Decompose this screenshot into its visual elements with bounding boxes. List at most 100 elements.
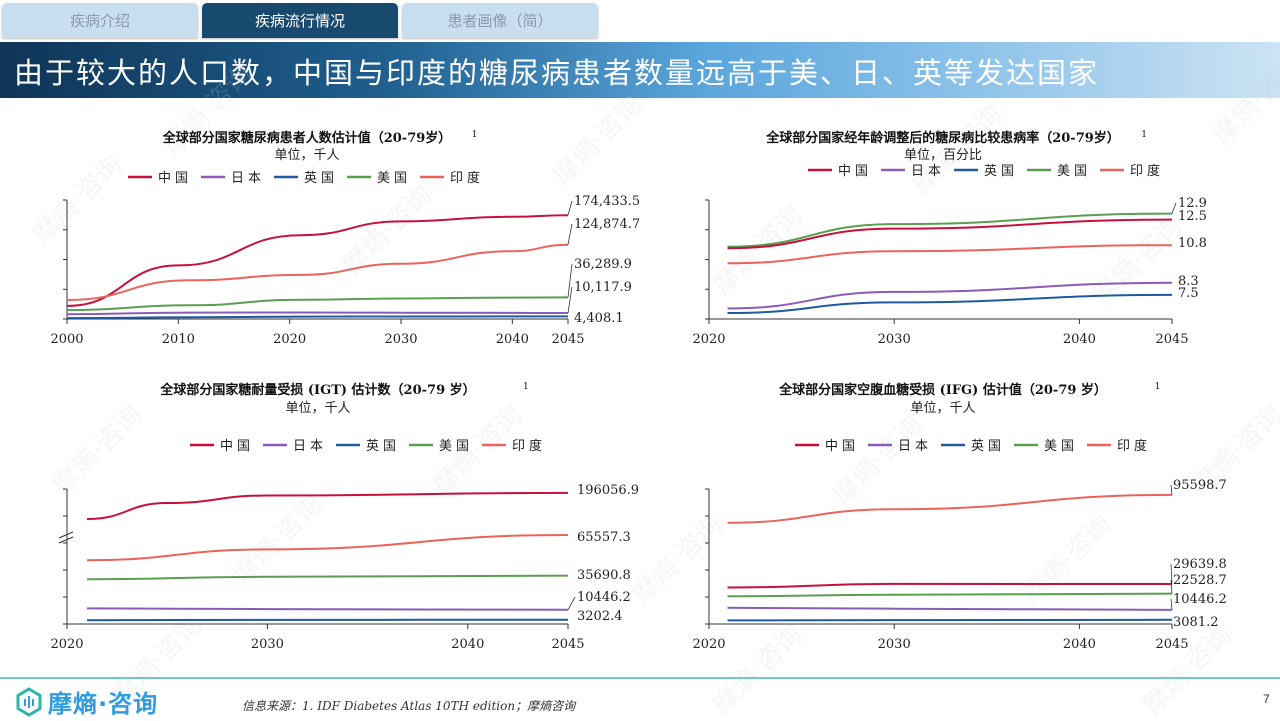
data-label: 10.8 [1178, 236, 1207, 251]
chart-title: 全球部分国家糖耐量受损 (IGT) 估计数（20-79 岁） [159, 382, 475, 398]
page-title: 由于较大的人口数，中国与印度的糖尿病患者数量远高于美、日、英等发达国家 [14, 56, 1100, 90]
series-line-中国 [727, 218, 1173, 250]
chart-title-superscript: 1 [1155, 382, 1161, 392]
x-tick-label: 2040 [1063, 637, 1096, 652]
title-banner: 由于较大的人口数，中国与印度的糖尿病患者数量远高于美、日、英等发达国家 [0, 42, 1280, 98]
series-line-中国 [86, 491, 569, 520]
legend-label: 英国 [984, 164, 1018, 179]
chart-subtitle: 单位，千人 [274, 148, 339, 163]
legend-label: 英国 [366, 439, 400, 454]
legend-label: 日本 [911, 164, 945, 179]
footer-divider [0, 677, 1280, 679]
x-tick-label: 2010 [162, 332, 195, 347]
legend-label: 美国 [1057, 164, 1091, 179]
legend-label: 美国 [1044, 439, 1078, 454]
data-label-leader [1170, 563, 1173, 585]
x-tick-label: 2045 [1155, 637, 1188, 652]
legend-label: 中国 [825, 439, 859, 454]
data-label: 7.5 [1178, 286, 1199, 301]
data-label: 3202.4 [577, 609, 623, 624]
data-label-leader [567, 223, 573, 245]
data-label: 8.3 [1178, 274, 1199, 289]
data-label: 10446.2 [1173, 592, 1227, 607]
series-line-印度 [86, 534, 569, 562]
x-tick-label: 2020 [692, 332, 725, 347]
axis-break-mark [58, 536, 74, 544]
chart-subtitle: 单位，千人 [910, 401, 975, 416]
data-label: 174,433.5 [574, 194, 640, 209]
legend-label: 印度 [1130, 163, 1164, 179]
series-line-美国 [727, 592, 1173, 598]
legend-label: 英国 [971, 439, 1005, 454]
x-tick-label: 2020 [692, 637, 725, 652]
chart-title: 全球部分国家糖尿病患者人数估计值（20-79岁） [162, 130, 452, 146]
tab-disease-intro[interactable]: 疾病介绍 [2, 3, 198, 38]
series-line-英国 [66, 315, 568, 320]
tab-disease-prevalence[interactable]: 疾病流行情况 [202, 3, 398, 38]
data-label: 4,408.1 [574, 311, 624, 326]
company-logo: 摩熵·咨询 [14, 684, 158, 719]
data-label: 10,117.9 [574, 280, 632, 295]
x-tick-label: 2000 [50, 332, 83, 347]
x-tick-label: 2030 [878, 637, 911, 652]
logo-hexagon-icon [16, 686, 42, 717]
data-label-leader [567, 596, 576, 611]
series-line-日本 [727, 606, 1173, 611]
chart-title: 全球部分国家经年龄调整后的糖尿病比较患病率（20-79岁） [765, 130, 1120, 146]
data-label: 10446.2 [577, 590, 631, 605]
page-number: 7 [1263, 692, 1270, 706]
data-label-leader [1170, 598, 1173, 610]
data-label-leader [567, 263, 573, 298]
data-label: 65557.3 [577, 530, 631, 545]
series-line-印度 [727, 244, 1173, 265]
axis-break-mark [58, 531, 74, 539]
legend-label: 美国 [439, 439, 473, 454]
series-line-英国 [727, 293, 1173, 314]
data-label: 29639.8 [1173, 557, 1227, 572]
data-label: 3081.2 [1173, 615, 1219, 630]
data-label: 95598.7 [1173, 478, 1227, 493]
data-label-leader [1170, 484, 1173, 495]
series-line-美国 [86, 574, 569, 581]
legend-label: 英国 [304, 171, 338, 186]
x-tick-label: 2045 [551, 332, 584, 347]
legend-label: 印度 [450, 170, 484, 186]
tab-bar: 疾病介绍 疾病流行情况 患者画像（简） [2, 3, 598, 39]
data-label-leader [567, 286, 573, 314]
chart-title-superscript: 1 [523, 382, 529, 392]
data-label-leader [567, 200, 573, 216]
legend-label: 日本 [231, 171, 265, 186]
source-note: 信息来源：1. IDF Diabetes Atlas 10TH edition；… [242, 699, 576, 713]
x-tick-label: 2045 [551, 637, 584, 652]
series-line-日本 [727, 281, 1173, 310]
series-line-英国 [727, 618, 1173, 622]
data-label: 22528.7 [1173, 573, 1227, 588]
data-label: 124,874.7 [574, 217, 640, 232]
x-tick-label: 2045 [1155, 332, 1188, 347]
legend-label: 美国 [377, 171, 411, 186]
tab-patient-profile[interactable]: 患者画像（简） [402, 3, 598, 38]
x-tick-label: 2020 [50, 637, 83, 652]
data-label-leader [1170, 579, 1173, 594]
chart-subtitle: 单位，百分比 [904, 148, 982, 163]
series-line-日本 [66, 311, 569, 316]
chart-title: 全球部分国家空腹血糖受损 (IFG) 估计值（20-79 岁） [778, 382, 1107, 398]
data-label-leader [1171, 202, 1177, 214]
x-tick-label: 2040 [1063, 332, 1096, 347]
series-line-中国 [66, 214, 569, 307]
series-line-日本 [86, 607, 569, 611]
x-tick-label: 2030 [878, 332, 911, 347]
data-label: 12.5 [1178, 209, 1207, 224]
data-label: 12.9 [1178, 196, 1207, 211]
series-line-中国 [727, 582, 1173, 589]
x-tick-label: 2040 [451, 637, 484, 652]
legend-label: 中国 [158, 171, 192, 186]
series-line-印度 [727, 493, 1173, 524]
series-line-印度 [66, 243, 569, 301]
chart-title-superscript: 1 [1141, 130, 1147, 140]
